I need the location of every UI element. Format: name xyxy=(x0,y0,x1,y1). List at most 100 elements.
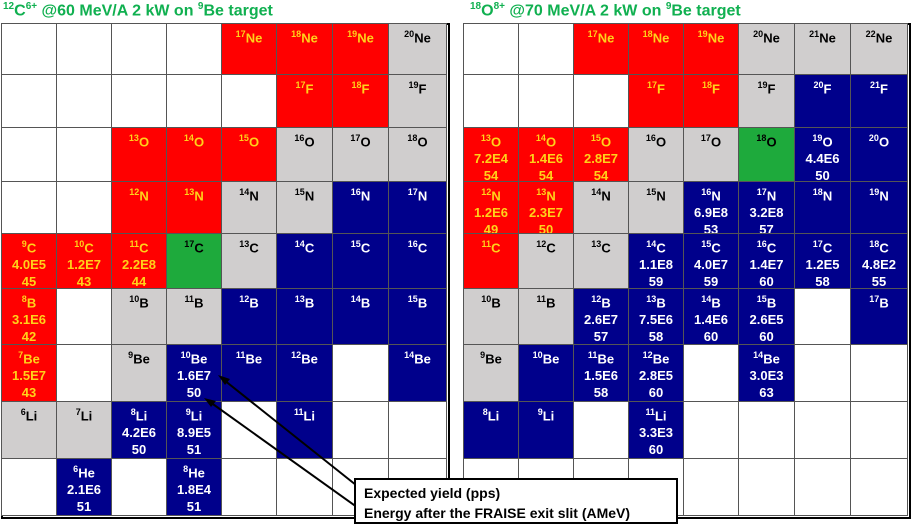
yield-value: 1.1E8 xyxy=(639,257,673,273)
empty-cell xyxy=(56,288,112,345)
nuclide-label: 9Li xyxy=(537,407,555,424)
nuclide-label: 14Be xyxy=(404,350,431,367)
nuclide-cell-13c: 13C xyxy=(573,233,629,289)
nuclide-label: 19Ne xyxy=(347,29,374,46)
nuclide-cell-14n: 14N xyxy=(573,181,629,234)
nuclide-label: 13C xyxy=(591,239,611,256)
nuclide-label: 9Be xyxy=(480,350,502,367)
empty-cell xyxy=(111,74,167,128)
nuclide-label: 17N xyxy=(407,187,428,204)
nuclide-label: 16C xyxy=(756,239,777,256)
nuclide-label: 19O xyxy=(812,133,833,150)
nuclide-label: 11B xyxy=(184,294,204,311)
nuclide-cell-21f: 21F xyxy=(850,74,908,128)
energy-value: 51 xyxy=(186,499,202,515)
nuclide-cell-19f: 19F xyxy=(738,74,795,128)
nuclide-cell-18c: 18C 4.8E2 55 xyxy=(850,233,908,289)
energy-value: 43 xyxy=(21,385,37,401)
yield-value: 3.3E3 xyxy=(639,425,673,441)
right-panel-title: 18O8+ @70 MeV/A 2 kW on 9Be target xyxy=(470,1,741,20)
energy-value: 50 xyxy=(815,168,830,184)
empty-cell xyxy=(56,23,112,75)
nuclide-cell-14o: 14O xyxy=(166,127,222,182)
nuclide-label: 6Li xyxy=(20,407,38,424)
nuclide-label: 12Be xyxy=(642,350,670,367)
left-panel-title: 12C6+ @60 MeV/A 2 kW on 9Be target xyxy=(3,1,273,20)
nuclide-cell-20ne: 20Ne xyxy=(388,23,447,75)
nuclide-label: 11Li xyxy=(645,407,667,424)
nuclide-cell-13b: 13B xyxy=(276,288,333,345)
nuclide-label: 18O xyxy=(407,133,428,150)
empty-cell xyxy=(56,344,112,402)
yield-value: 1.2E7 xyxy=(67,257,101,273)
nuclide-cell-14b: 14B 1.4E6 60 xyxy=(683,288,739,345)
nuclide-cell-7li: 7Li xyxy=(56,401,112,459)
nuclide-label: 16O xyxy=(645,133,667,150)
yield-value: 3.1E6 xyxy=(12,312,46,328)
empty-cell xyxy=(332,344,389,402)
nuclide-cell-8li: 8Li 4.2E6 50 xyxy=(111,401,167,459)
empty-cell xyxy=(332,401,389,459)
empty-cell xyxy=(1,23,57,75)
nuclide-label: 11Be xyxy=(235,350,263,367)
right-nuclide-chart: 17Ne 18Ne 19Ne 20Ne 21Ne 22Ne 17F 18F 19F 20F 21F 1… xyxy=(463,23,911,519)
empty-cell xyxy=(1,127,57,182)
yield-value: 1.4E7 xyxy=(749,257,784,273)
empty-cell xyxy=(573,74,629,128)
yield-value: 4.0E7 xyxy=(694,257,728,273)
nuclide-label: 9C xyxy=(21,239,37,256)
nuclide-cell-12be: 12Be xyxy=(276,344,333,402)
energy-value: 59 xyxy=(703,274,719,290)
nuclide-label: 9Li xyxy=(185,407,203,424)
nuclide-label: 16N xyxy=(701,187,721,204)
nuclide-cell-6li: 6Li xyxy=(1,401,57,459)
nuclide-cell-12c: 12C xyxy=(518,233,574,289)
nuclide-label: 19Ne xyxy=(697,29,725,46)
nuclide-label: 17F xyxy=(295,80,314,97)
nuclide-cell-9c: 9C 4.0E5 45 xyxy=(1,233,57,289)
nuclide-label: 14N xyxy=(591,187,611,204)
left-nuclide-chart: 17Ne 18Ne 19Ne 20Ne 17F 18F 19F 13O 14O 15O 16O 17O… xyxy=(1,23,450,519)
empty-cell xyxy=(1,181,57,234)
nuclide-label: 20Ne xyxy=(404,29,431,46)
nuclide-cell-6he: 6He 2.1E6 51 xyxy=(56,458,112,516)
nuclide-cell-14b: 14B xyxy=(332,288,389,345)
yield-value: 8.9E5 xyxy=(177,425,211,441)
yield-value: 1.2E5 xyxy=(805,257,840,273)
yield-value: 1.4E6 xyxy=(694,312,728,328)
nuclide-label: 19N xyxy=(869,187,889,204)
nuclide-cell-19n: 19N xyxy=(850,181,908,234)
energy-value: 51 xyxy=(186,442,202,458)
nuclide-cell-16o: 16O xyxy=(276,127,333,182)
nuclide-label: 10B xyxy=(481,294,501,311)
nuclide-label: 13N xyxy=(536,187,556,204)
nuclide-cell-9be: 9Be xyxy=(111,344,167,402)
legend-yield-label: Expected yield (pps) xyxy=(364,485,501,501)
empty-cell xyxy=(850,401,908,459)
nuclide-cell-19ne: 19Ne xyxy=(332,23,389,75)
nuclide-cell-9li: 9Li xyxy=(518,401,574,459)
yield-value: 3.2E8 xyxy=(749,205,784,221)
nuclide-cell-18ne: 18Ne xyxy=(276,23,333,75)
empty-cell xyxy=(850,458,908,516)
nuclide-cell-22ne: 22Ne xyxy=(850,23,908,75)
nuclide-label: 18F xyxy=(351,80,370,97)
nuclide-label: 8B xyxy=(21,294,37,311)
nuclide-cell-19o: 19O 4.4E6 50 xyxy=(794,127,851,184)
nuclide-label: 6He xyxy=(73,464,95,481)
nuclide-label: 7Be xyxy=(18,350,40,367)
nuclide-cell-15b: 15B xyxy=(388,288,447,345)
nuclide-label: 14N xyxy=(239,187,259,204)
nuclide-cell-16c: 16C 1.4E7 60 xyxy=(738,233,795,289)
empty-cell xyxy=(683,458,739,516)
nuclide-cell-15n: 15N xyxy=(628,181,684,234)
empty-cell xyxy=(794,288,851,345)
nuclide-cell-14be: 14Be xyxy=(388,344,447,402)
nuclide-cell-8li: 8Li xyxy=(463,401,519,459)
energy-value: 59 xyxy=(648,274,664,290)
empty-cell xyxy=(56,181,112,234)
empty-cell xyxy=(738,458,795,516)
nuclide-label: 12N xyxy=(129,187,149,204)
nuclide-cell-18f: 18F xyxy=(683,74,739,128)
legend-energy-label: Energy after the FRAISE exit slit (AMeV) xyxy=(364,505,631,521)
